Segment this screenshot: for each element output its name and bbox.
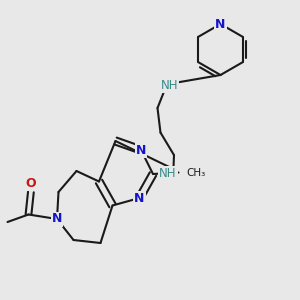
Text: N: N [215,17,226,31]
Text: N: N [52,212,62,226]
Text: N: N [136,143,146,157]
Text: N: N [134,191,145,205]
Text: NH: NH [159,167,177,180]
Text: O: O [26,177,36,190]
Text: CH₃: CH₃ [186,167,205,178]
Text: NH: NH [161,79,178,92]
